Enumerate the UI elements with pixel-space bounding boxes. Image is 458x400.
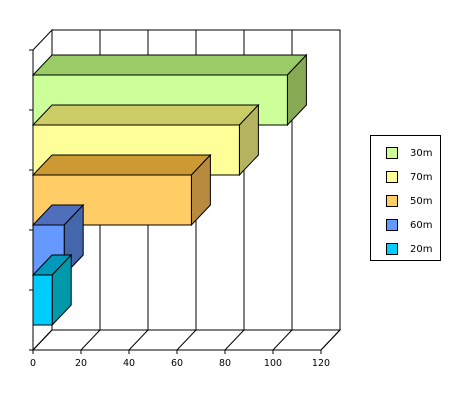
bar-top bbox=[31, 54, 308, 76]
bar-70m bbox=[31, 103, 260, 177]
x-tick-label: 60 bbox=[171, 358, 183, 369]
legend-label: 30m bbox=[410, 147, 433, 159]
floor-gridline bbox=[272, 329, 293, 351]
legend-item-30m: 30m bbox=[386, 146, 432, 160]
legend-label: 60m bbox=[410, 219, 433, 231]
x-axis-ticks: 0 20 40 60 80 100 120 bbox=[29, 49, 330, 369]
legend-item-20m: 20m bbox=[386, 242, 432, 256]
legend-label: 20m bbox=[410, 243, 433, 255]
floor-gridline bbox=[224, 329, 245, 351]
bar-50m bbox=[31, 153, 212, 227]
legend-item-70m: 70m bbox=[386, 170, 432, 184]
legend-label: 70m bbox=[410, 171, 433, 183]
x-tick-label: 100 bbox=[264, 358, 282, 369]
x-tick-label: 20 bbox=[75, 358, 87, 369]
floor-gridline bbox=[176, 329, 197, 351]
floor-gridline bbox=[32, 329, 53, 351]
legend-label: 50m bbox=[410, 195, 433, 207]
bar-top bbox=[31, 104, 260, 126]
floor-gridline bbox=[128, 329, 149, 351]
legend-swatch bbox=[386, 147, 398, 159]
x-tick-label: 40 bbox=[123, 358, 135, 369]
x-tick-label: 80 bbox=[219, 358, 231, 369]
bar-top bbox=[31, 154, 212, 176]
legend-item-60m: 60m bbox=[386, 218, 432, 232]
legend: 30m 70m 50m 60m 20m bbox=[370, 135, 441, 261]
chart-bars bbox=[31, 53, 308, 327]
legend-item-50m: 50m bbox=[386, 194, 432, 208]
legend-swatch bbox=[386, 195, 398, 207]
x-tick-label: 0 bbox=[30, 358, 36, 369]
floor-gridline bbox=[80, 329, 101, 351]
bar-20m bbox=[31, 253, 73, 327]
legend-swatch bbox=[386, 171, 398, 183]
bar-face bbox=[32, 274, 53, 326]
legend-swatch bbox=[386, 219, 398, 231]
x-tick-label: 120 bbox=[312, 358, 330, 369]
legend-swatch bbox=[386, 243, 398, 255]
floor-gridline bbox=[320, 329, 341, 351]
